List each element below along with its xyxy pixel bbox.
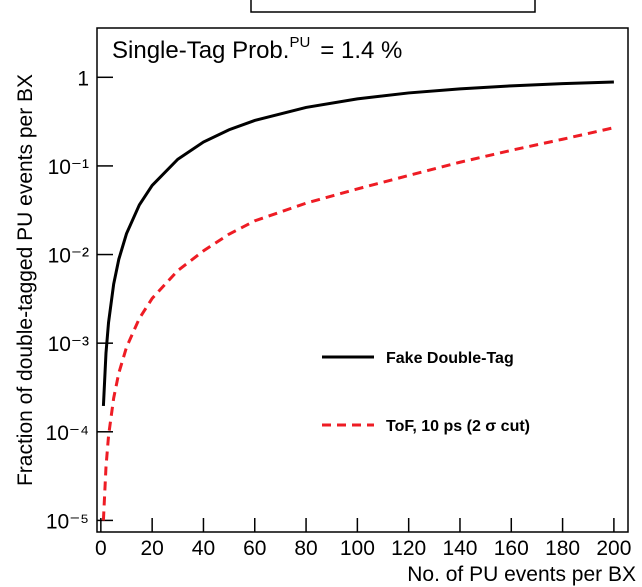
x-tick-label: 100: [340, 537, 375, 560]
annotation: Single-Tag Prob.PU = 1.4 %: [112, 34, 402, 64]
legend-label: ToF, 10 ps (2 σ cut): [386, 418, 530, 435]
y-tick-label: 10⁻¹: [48, 156, 89, 179]
y-tick-label: 10⁻⁵: [46, 510, 89, 533]
annotation-text: Single-Tag Prob.: [112, 37, 289, 64]
x-tick-label: 0: [95, 537, 107, 560]
header-box: [250, 0, 536, 13]
x-tick-label: 80: [294, 537, 317, 560]
x-tick-label: 60: [243, 537, 266, 560]
annotation-rest: = 1.4 %: [320, 37, 402, 64]
data-line: [101, 126, 615, 521]
x-tick-label: 180: [545, 537, 580, 560]
x-axis-label: No. of PU events per BX: [407, 563, 636, 586]
legend-label: Fake Double-Tag: [386, 350, 514, 367]
y-tick-label: 10⁻⁴: [46, 422, 89, 445]
y-axis-label: Fraction of double-tagged PU events per …: [14, 74, 37, 486]
annotation-sup: PU: [289, 34, 310, 51]
plot-frame: [96, 27, 629, 533]
y-tick-label: 1: [77, 67, 89, 90]
x-tick-label: 200: [596, 537, 631, 560]
data-line: [101, 80, 614, 406]
x-tick-label: 160: [494, 537, 529, 560]
y-tick-label: 10⁻²: [48, 245, 89, 268]
y-tick-label: 10⁻³: [48, 333, 89, 356]
x-tick-label: 140: [442, 537, 477, 560]
x-tick-label: 40: [192, 537, 215, 560]
x-tick-label: 120: [391, 537, 426, 560]
x-tick-label: 20: [140, 537, 163, 560]
